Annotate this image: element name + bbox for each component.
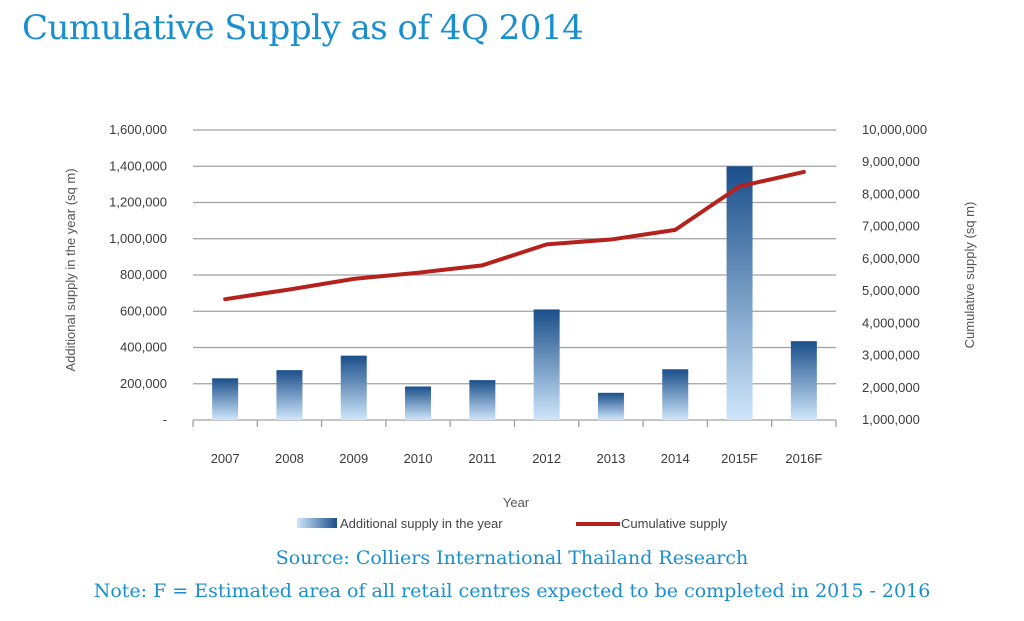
y-right-tick-label: 9,000,000 — [862, 154, 920, 169]
x-tick-label: 2016F — [785, 451, 822, 466]
bar-2015F — [726, 166, 753, 420]
bar-2011 — [469, 380, 496, 420]
source-note: Source: Colliers International Thailand … — [275, 547, 749, 569]
x-tick-label: 2013 — [596, 451, 625, 466]
legend-label-bar: Additional supply in the year — [340, 516, 503, 531]
y-right-tick-label: 1,000,000 — [862, 412, 920, 427]
y-left-tick-label: 400,000 — [120, 340, 167, 355]
y-left-tick-label: 800,000 — [120, 267, 167, 282]
bar-2013 — [597, 392, 624, 420]
bar-series — [212, 166, 817, 420]
x-tick-label: 2014 — [661, 451, 690, 466]
y-right-tick-label: 5,000,000 — [862, 283, 920, 298]
axes: - 200,000 400,000 600,000 800,000 1,000,000 1,… — [109, 122, 927, 466]
y-axis-right-label: Cumulative supply (sq m) — [962, 202, 977, 349]
footnote: Note: F = Estimated area of all retail c… — [93, 580, 931, 602]
bar-2012 — [533, 309, 560, 420]
bar-2014 — [662, 369, 689, 420]
bar-2007 — [212, 378, 239, 420]
x-tick-label: 2008 — [275, 451, 304, 466]
y-right-tick-label: 6,000,000 — [862, 251, 920, 266]
line-series — [223, 169, 806, 302]
y-right-tick-label: 8,000,000 — [862, 186, 920, 201]
y-right-tick-label: 7,000,000 — [862, 219, 920, 234]
y-right-tick-label: 3,000,000 — [862, 348, 920, 363]
x-tick-label: 2007 — [211, 451, 240, 466]
legend: Additional supply in the year Cumulative… — [297, 516, 728, 531]
bar-2009 — [340, 355, 367, 420]
legend-swatch-bar — [297, 518, 337, 528]
x-tick-label: 2011 — [468, 451, 496, 466]
y-left-tick-label: 1,200,000 — [109, 195, 167, 210]
y-left-tick-label: - — [163, 412, 167, 427]
y-axis-left-label: Additional supply in the year (sq m) — [63, 168, 78, 371]
y-right-tick-label: 10,000,000 — [862, 122, 927, 137]
y-right-tick-label: 2,000,000 — [862, 380, 920, 395]
x-tick-label: 2012 — [532, 451, 561, 466]
chart-svg: - 200,000 400,000 600,000 800,000 1,000,000 1,… — [63, 122, 977, 531]
chart-title: Cumulative Supply as of 4Q 2014 — [22, 8, 584, 48]
y-left-tick-label: 200,000 — [120, 376, 167, 391]
x-axis-label: Year — [503, 495, 530, 510]
bar-2010 — [405, 386, 432, 420]
y-left-tick-label: 1,600,000 — [109, 122, 167, 137]
cumulative-supply-line — [223, 169, 806, 302]
y-left-tick-label: 1,000,000 — [109, 231, 167, 246]
bar-2016F — [790, 341, 817, 420]
y-right-tick-label: 4,000,000 — [862, 315, 920, 330]
legend-label-line: Cumulative supply — [621, 516, 728, 531]
y-left-tick-label: 1,400,000 — [109, 158, 167, 173]
bar-2008 — [276, 370, 303, 420]
y-left-tick-label: 600,000 — [120, 303, 167, 318]
x-tick-label: 2015F — [721, 451, 758, 466]
x-tick-label: 2009 — [339, 451, 368, 466]
x-tick-label: 2010 — [404, 451, 433, 466]
